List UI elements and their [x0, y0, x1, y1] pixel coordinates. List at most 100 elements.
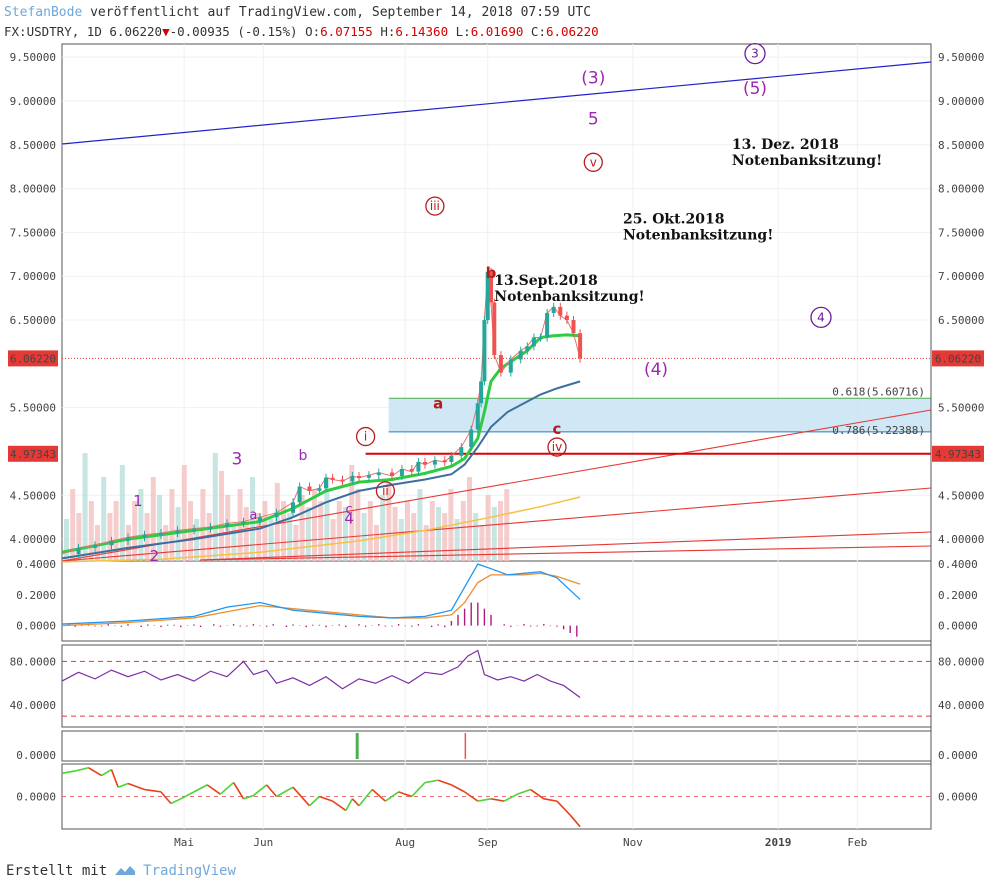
red-trend-line — [199, 545, 932, 561]
candle-body — [291, 502, 295, 513]
wave-label: 1 — [133, 492, 143, 510]
x-tick-label: 2019 — [765, 836, 792, 849]
y-tick-label-right: 4.50000 — [938, 489, 984, 502]
candle-body — [357, 476, 361, 479]
created-with-label: Erstellt mit — [6, 863, 108, 879]
candle-body — [307, 486, 312, 491]
rsi-tick-right: 80.0000 — [938, 655, 984, 668]
volume-bar — [485, 495, 491, 561]
x-tick-label: Nov — [623, 836, 643, 849]
volume-bar — [411, 513, 417, 561]
osc-segment — [371, 788, 386, 802]
y-tick-label-right: 5.50000 — [938, 402, 984, 415]
y-tick-label-left: 7.50000 — [10, 226, 56, 239]
chart-canvas[interactable]: Mai Jun Aug Sep Nov 2019 Feb 9.50000 9.50000 9.00… — [0, 0, 994, 860]
osc-segment — [206, 784, 221, 795]
osc-segment — [144, 788, 162, 793]
x-tick-label: Mai — [174, 836, 194, 849]
candle-body — [485, 271, 490, 321]
osc-tick-left: 0.0000 — [16, 791, 56, 804]
osc-segment — [101, 768, 112, 777]
osc-segment — [252, 784, 268, 797]
published-info: veröffentlicht auf TradingView.com, Sept… — [90, 5, 592, 20]
candle-body — [297, 486, 302, 503]
candle-body — [366, 475, 371, 478]
volume-bar — [231, 525, 237, 561]
y-tick-label-left: 6.50000 — [10, 314, 56, 327]
volume-bar — [64, 519, 69, 561]
wave-circle — [744, 42, 766, 65]
osc-segment — [398, 791, 413, 798]
osc-segment — [437, 779, 452, 786]
price-badge-left-text: 6.06220 — [10, 352, 56, 365]
chart-header-line2: FX:USDTRY, 1D 6.06220▼-0.00935 (-0.15%) … — [4, 24, 599, 39]
volume-bar — [150, 477, 156, 561]
annotation-text: Notenbanksitzung! — [623, 228, 773, 244]
osc-segment — [464, 791, 479, 802]
candle-body — [459, 447, 464, 456]
volume-bar — [498, 501, 503, 561]
wave-circle — [547, 437, 567, 457]
wave-circle-label: iii — [430, 199, 440, 213]
price-badge-left — [8, 445, 58, 462]
wave-label: (4) — [644, 360, 668, 380]
y-tick-label-left: 4.50000 — [10, 489, 56, 502]
wave-label: 5 — [588, 110, 599, 130]
candle-body — [208, 526, 213, 529]
volume-bar — [194, 519, 200, 561]
osc-segment — [117, 782, 129, 788]
open-value: 6.07155 — [320, 24, 373, 39]
osc-segment — [477, 798, 492, 802]
osc-segment — [451, 784, 465, 793]
signal-tick-left: 0.0000 — [16, 749, 56, 762]
y-tick-label-left: 8.00000 — [10, 183, 56, 196]
volume-bar — [299, 495, 305, 561]
osc-segment — [503, 793, 518, 802]
candle-body — [545, 313, 550, 338]
candle-body — [93, 545, 97, 548]
volume-bar — [132, 501, 138, 561]
volume-bar — [355, 489, 361, 561]
candle-body — [274, 512, 279, 518]
osc-segment — [75, 766, 89, 772]
osc-segment — [358, 789, 373, 807]
osc-segment — [569, 814, 581, 828]
fib-618-label: 0.618(5.60716) — [832, 385, 925, 398]
wave-circle — [425, 196, 445, 216]
tradingview-brand[interactable]: TradingView — [143, 863, 236, 879]
sma-long-line — [61, 496, 581, 563]
fib-786-label: 0.786(5.22388) — [832, 424, 925, 437]
macd-tick-left: 0.4000 — [16, 558, 56, 571]
wave-circle — [810, 306, 832, 329]
volume-bar — [175, 507, 181, 561]
volume-bar — [243, 507, 249, 561]
wave-label: c — [346, 503, 353, 518]
panel-frame-rsi — [61, 644, 932, 728]
candle-body — [518, 350, 523, 360]
osc-segment — [308, 795, 320, 807]
wave-circle-label: i — [364, 430, 367, 444]
osc-segment — [292, 786, 311, 807]
wave-label: a — [249, 508, 257, 523]
high-value: 6.14360 — [395, 24, 449, 39]
signal-tick-right: 0.0000 — [938, 749, 978, 762]
candle-body — [192, 528, 196, 531]
wave-circle-label: 3 — [751, 47, 759, 61]
osc-segment — [127, 782, 145, 791]
volume-bar — [491, 507, 497, 561]
candle-body — [551, 306, 556, 314]
author-name[interactable]: StefanBode — [4, 5, 83, 20]
chart-header-line1: StefanBode veröffentlicht auf TradingVie… — [4, 5, 591, 20]
candle-body — [399, 468, 404, 477]
candle-body — [416, 461, 421, 472]
volume-bar — [157, 495, 162, 561]
candle-body — [175, 530, 180, 533]
candle-body — [241, 521, 246, 524]
down-arrow-icon: ▼ — [162, 24, 170, 39]
wave-circle-label: ii — [382, 484, 389, 498]
tradingview-logo-icon[interactable] — [113, 864, 137, 878]
candle-body — [475, 403, 480, 430]
volume-bar — [417, 489, 423, 561]
candle-body — [376, 472, 381, 476]
volume-bar — [70, 489, 76, 561]
